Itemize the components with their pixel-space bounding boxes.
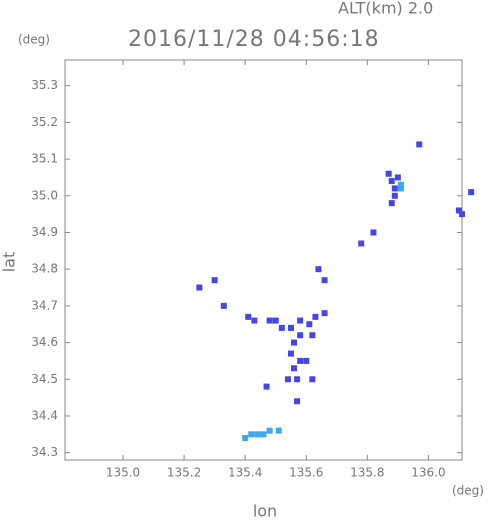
y-tick-label: 35.1 [31, 152, 58, 166]
echo-point [294, 398, 301, 405]
echo-point [211, 277, 218, 284]
x-tick-label: 135.4 [228, 466, 262, 480]
y-tick-label: 34.6 [31, 335, 58, 349]
echo-point [459, 211, 465, 218]
echo-point [248, 431, 255, 438]
echo-point [260, 431, 267, 438]
altitude-label: ALT(km) 2.0 [338, 0, 433, 18]
echo-point [468, 189, 475, 196]
echo-point [397, 181, 404, 188]
echo-point [321, 310, 328, 317]
y-tick-label: 34.5 [31, 372, 58, 386]
echo-point [263, 383, 270, 390]
echo-point [397, 185, 404, 192]
echo-point [297, 332, 304, 339]
echo-point [284, 376, 291, 383]
x-axis-label: lon [253, 502, 277, 521]
y-tick-label: 34.3 [31, 445, 58, 459]
echo-point [391, 185, 398, 192]
echo-point [385, 170, 392, 177]
echo-point [391, 192, 398, 199]
x-tick-label: 135.8 [350, 466, 384, 480]
echo-point [287, 350, 294, 357]
echo-point [242, 434, 249, 441]
y-tick-label: 34.9 [31, 225, 58, 239]
y-tick-label: 35.2 [31, 115, 58, 129]
echo-point [287, 324, 294, 331]
echo-point [291, 365, 298, 372]
plot-frame [64, 59, 463, 461]
x-tick-label: 135.0 [106, 466, 140, 480]
echo-point [297, 317, 304, 324]
y-tick-label: 35.3 [31, 78, 58, 92]
echo-point [291, 339, 298, 346]
echo-point [358, 240, 365, 247]
x-tick-label: 136.0 [411, 466, 445, 480]
echo-point [275, 427, 282, 434]
echo-point [416, 141, 423, 148]
echo-point [254, 431, 261, 438]
echo-point [303, 357, 310, 364]
y-tick-label: 34.7 [31, 298, 58, 312]
echo-point [251, 317, 258, 324]
y-tick-label: 34.4 [31, 408, 58, 422]
echo-point [297, 357, 304, 364]
echo-point [388, 200, 395, 207]
echo-point [321, 277, 328, 284]
echo-point [196, 284, 203, 291]
x-unit: (deg) [452, 484, 484, 498]
echo-point [220, 302, 227, 309]
echo-point [294, 376, 301, 383]
y-axis-label: lat [0, 252, 19, 273]
y-unit: (deg) [18, 33, 50, 47]
x-tick-label: 135.6 [289, 466, 323, 480]
echo-point [309, 376, 316, 383]
echo-point [455, 207, 462, 214]
x-tick-label: 135.2 [167, 466, 201, 480]
echo-point [370, 229, 377, 236]
echo-point [245, 313, 252, 320]
echo-point [312, 313, 319, 320]
echo-point [266, 317, 273, 324]
echo-point [388, 178, 395, 185]
echo-point [272, 317, 279, 324]
echo-point [315, 266, 322, 273]
chart-title: 2016/11/28 04:56:18 [128, 27, 380, 52]
y-tick-label: 35.0 [31, 188, 58, 202]
echo-point [278, 324, 285, 331]
echo-point [306, 321, 313, 328]
echo-point [394, 174, 401, 181]
echo-point [266, 427, 273, 434]
echo-point [309, 332, 316, 339]
y-tick-label: 34.8 [31, 262, 58, 276]
